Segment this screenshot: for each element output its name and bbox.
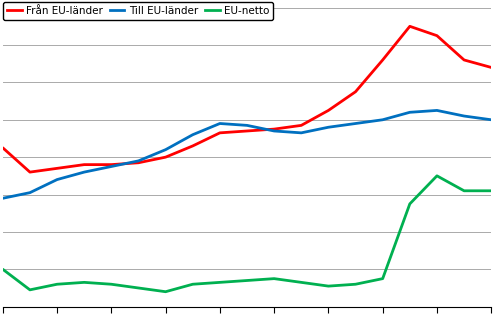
Legend: Från EU-länder, Till EU-länder, EU-netto: Från EU-länder, Till EU-länder, EU-netto (3, 2, 274, 20)
